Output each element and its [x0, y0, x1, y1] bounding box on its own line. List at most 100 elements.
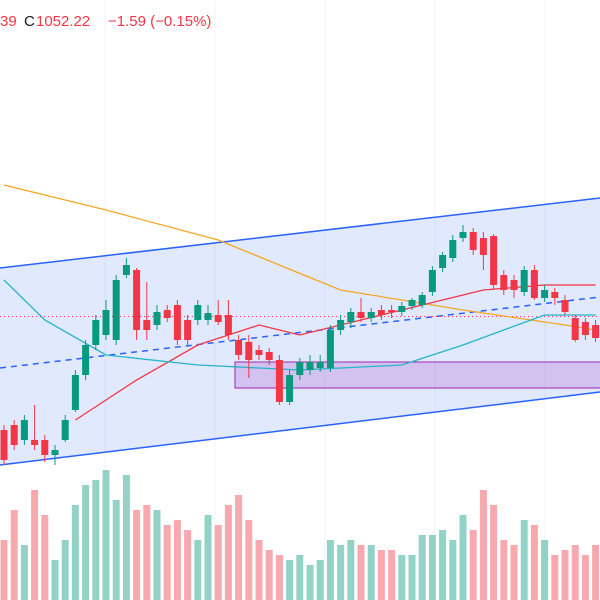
candle-body	[122, 265, 130, 275]
volume-bar	[41, 515, 49, 600]
volume-bar	[541, 540, 549, 600]
volume-pane	[0, 470, 600, 600]
volume-bar	[10, 510, 18, 600]
volume-bar	[224, 505, 232, 600]
volume-bar	[235, 495, 243, 600]
volume-bar	[388, 550, 396, 600]
candle-body	[102, 310, 110, 335]
candle-body	[541, 290, 549, 298]
volume-bar	[265, 550, 273, 600]
volume-bar	[326, 540, 334, 600]
candle-body	[10, 425, 18, 445]
range-box	[234, 361, 600, 389]
volume-bar	[112, 500, 120, 600]
candle-body	[204, 313, 212, 320]
candle-body	[306, 362, 314, 370]
volume-bar	[20, 545, 28, 600]
channel-lower	[0, 391, 600, 466]
candle-body	[163, 310, 171, 318]
candle-body	[581, 322, 589, 335]
candle-body	[255, 350, 263, 355]
volume-bar	[71, 505, 79, 600]
volume-bar	[551, 555, 559, 600]
candle-body	[224, 315, 232, 335]
candle-body	[214, 315, 222, 322]
candle-body	[530, 270, 538, 298]
candle-body	[388, 310, 396, 312]
volume-bar	[143, 505, 151, 600]
volume-bar	[173, 520, 181, 600]
candle-body	[510, 280, 518, 290]
volume-bar	[439, 530, 447, 600]
volume-bar	[82, 485, 90, 600]
candle-body	[469, 232, 477, 250]
candle-body	[561, 300, 569, 312]
close-label: C	[24, 13, 35, 30]
candle-body	[71, 375, 79, 410]
candle-body	[41, 440, 49, 455]
volume-bar	[316, 560, 324, 600]
candle-body	[245, 342, 253, 360]
candle-body	[82, 345, 90, 375]
volume-bar	[530, 525, 538, 600]
candle-body	[0, 430, 8, 460]
candle-body	[143, 320, 151, 330]
volume-bar	[61, 540, 69, 600]
channel-mid	[0, 296, 600, 369]
volume-bar	[337, 545, 345, 600]
volume-bar	[286, 560, 294, 600]
candle-body	[592, 325, 600, 338]
volume-bar	[153, 510, 161, 600]
candle-body	[449, 240, 457, 258]
candle-body	[428, 270, 436, 292]
channel-upper	[0, 197, 600, 269]
candle-body	[153, 312, 161, 325]
candle-body	[61, 420, 69, 440]
volume-bar	[296, 555, 304, 600]
candle-body	[551, 292, 559, 298]
candle-body	[112, 280, 120, 340]
volume-bar	[408, 555, 416, 600]
volume-bar	[245, 520, 253, 600]
volume-bar	[102, 470, 110, 600]
candle-body	[296, 362, 304, 375]
candle-body	[31, 440, 39, 445]
volume-bar	[490, 505, 498, 600]
candles	[0, 225, 600, 465]
candle-body	[490, 236, 498, 285]
change: −1.59 (−0.15%)	[108, 13, 211, 30]
candle-body	[326, 330, 334, 368]
candle-body	[173, 305, 181, 340]
candle-body	[92, 320, 100, 345]
volume-bar	[194, 540, 202, 600]
volume-bar	[469, 530, 477, 600]
volume-bar	[92, 480, 100, 600]
candle-body	[235, 340, 243, 355]
candle-body	[20, 420, 28, 440]
volume-bar	[449, 540, 457, 600]
candle-body	[286, 375, 294, 402]
candle-body	[194, 305, 202, 320]
volume-bar	[255, 540, 263, 600]
volume-bar	[571, 545, 579, 600]
volume-bar	[561, 550, 569, 600]
volume-bar	[163, 525, 171, 600]
volume-bar	[592, 545, 600, 600]
candle-body	[408, 300, 416, 306]
volume-bar	[122, 475, 130, 600]
legend: 39 C 1052.22 −1.59 (−0.15%)	[0, 13, 211, 30]
volume-bar	[510, 545, 518, 600]
volume-bar	[184, 530, 192, 600]
volume-bar	[275, 555, 283, 600]
candle-body	[520, 270, 528, 292]
volume-bar	[204, 515, 212, 600]
volume-bar	[377, 550, 385, 600]
volume-bar	[459, 515, 467, 600]
candle-body	[265, 352, 273, 360]
volume-bar	[500, 540, 508, 600]
volume-bar	[214, 525, 222, 600]
volume-bar	[428, 535, 436, 600]
volume-bar	[306, 565, 314, 600]
